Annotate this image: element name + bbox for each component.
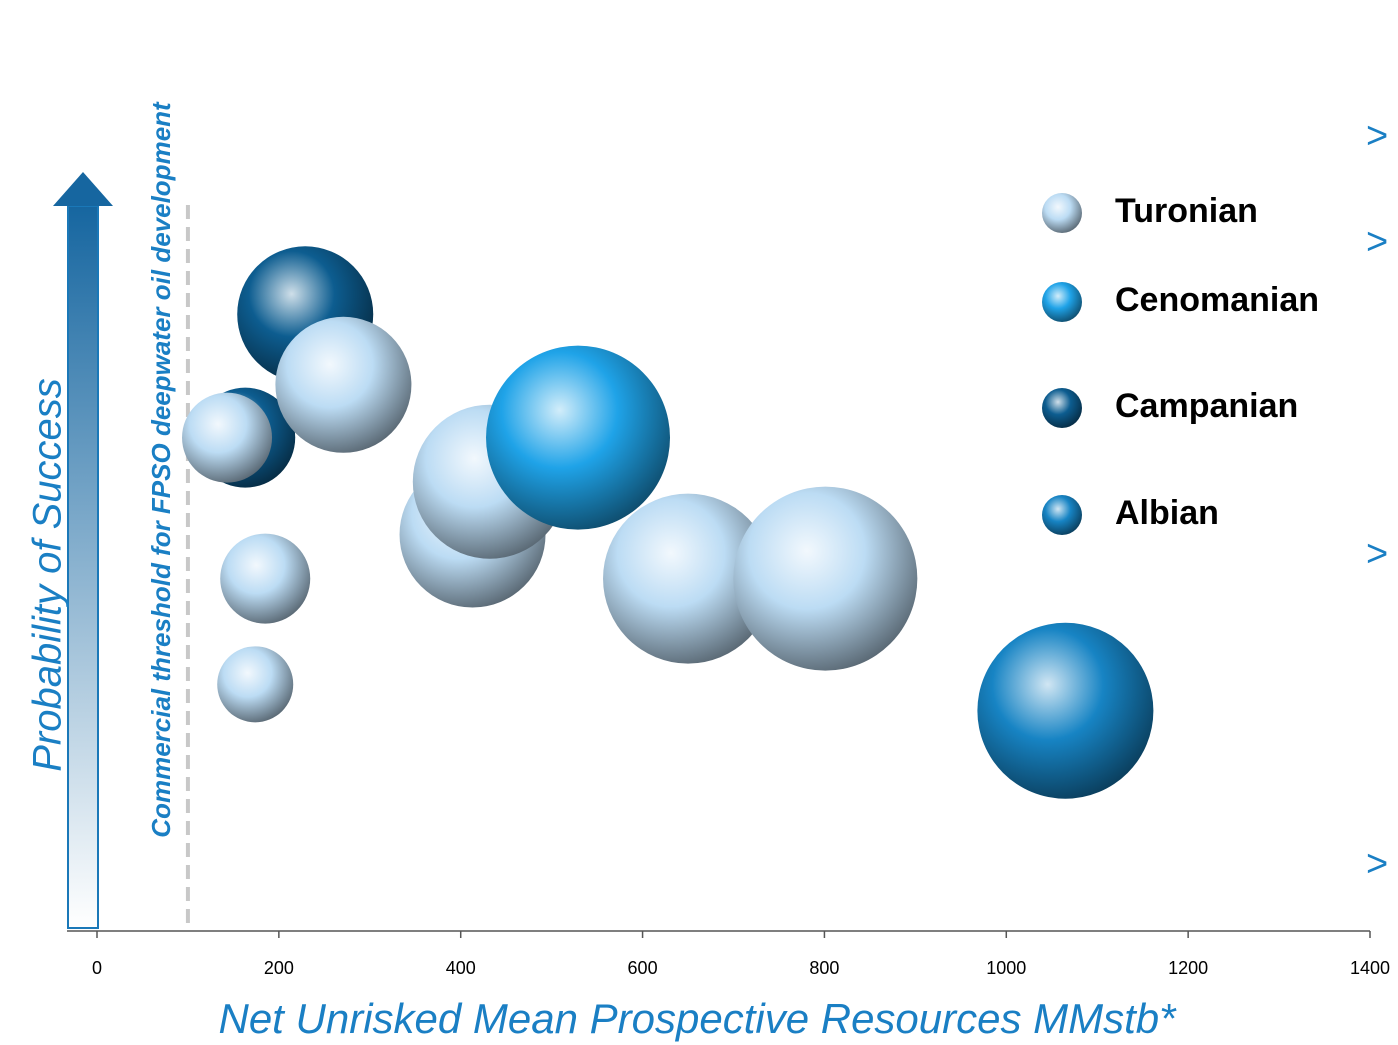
bubble — [977, 622, 1154, 799]
x-tick-label: 1400 — [1350, 958, 1390, 978]
bubble — [182, 392, 273, 483]
x-tick-label: 1000 — [986, 958, 1026, 978]
bubble — [217, 646, 294, 723]
legend-label: Turonian — [1115, 192, 1258, 230]
x-tick-label: 600 — [628, 958, 658, 978]
edge-mark: > — [1366, 115, 1388, 157]
x-tick-label: 0 — [92, 958, 102, 978]
x-axis-label: Net Unrisked Mean Prospective Resources … — [218, 995, 1177, 1042]
bubble — [603, 493, 774, 664]
legend-marker — [1042, 388, 1082, 428]
y-arrow — [53, 172, 113, 929]
bubble — [220, 533, 311, 624]
legend-marker — [1042, 193, 1082, 233]
threshold-label: Commercial threshold for FPSO deepwater … — [146, 101, 176, 838]
legend-label: Cenomanian — [1115, 281, 1319, 319]
bubble — [275, 316, 412, 453]
edge-mark: > — [1366, 221, 1388, 263]
x-tick-label: 200 — [264, 958, 294, 978]
legend-label: Campanian — [1115, 387, 1298, 425]
legend-marker — [1042, 282, 1082, 322]
x-tick-label: 800 — [809, 958, 839, 978]
x-tick-label: 400 — [446, 958, 476, 978]
y-axis-label: Probability of Success — [26, 378, 70, 772]
edge-mark: > — [1366, 843, 1388, 885]
bubble — [486, 345, 671, 530]
bubble — [733, 486, 918, 671]
legend-marker — [1042, 495, 1082, 535]
x-tick-label: 1200 — [1168, 958, 1208, 978]
edge-mark: > — [1366, 533, 1388, 575]
legend-label: Albian — [1115, 494, 1219, 532]
